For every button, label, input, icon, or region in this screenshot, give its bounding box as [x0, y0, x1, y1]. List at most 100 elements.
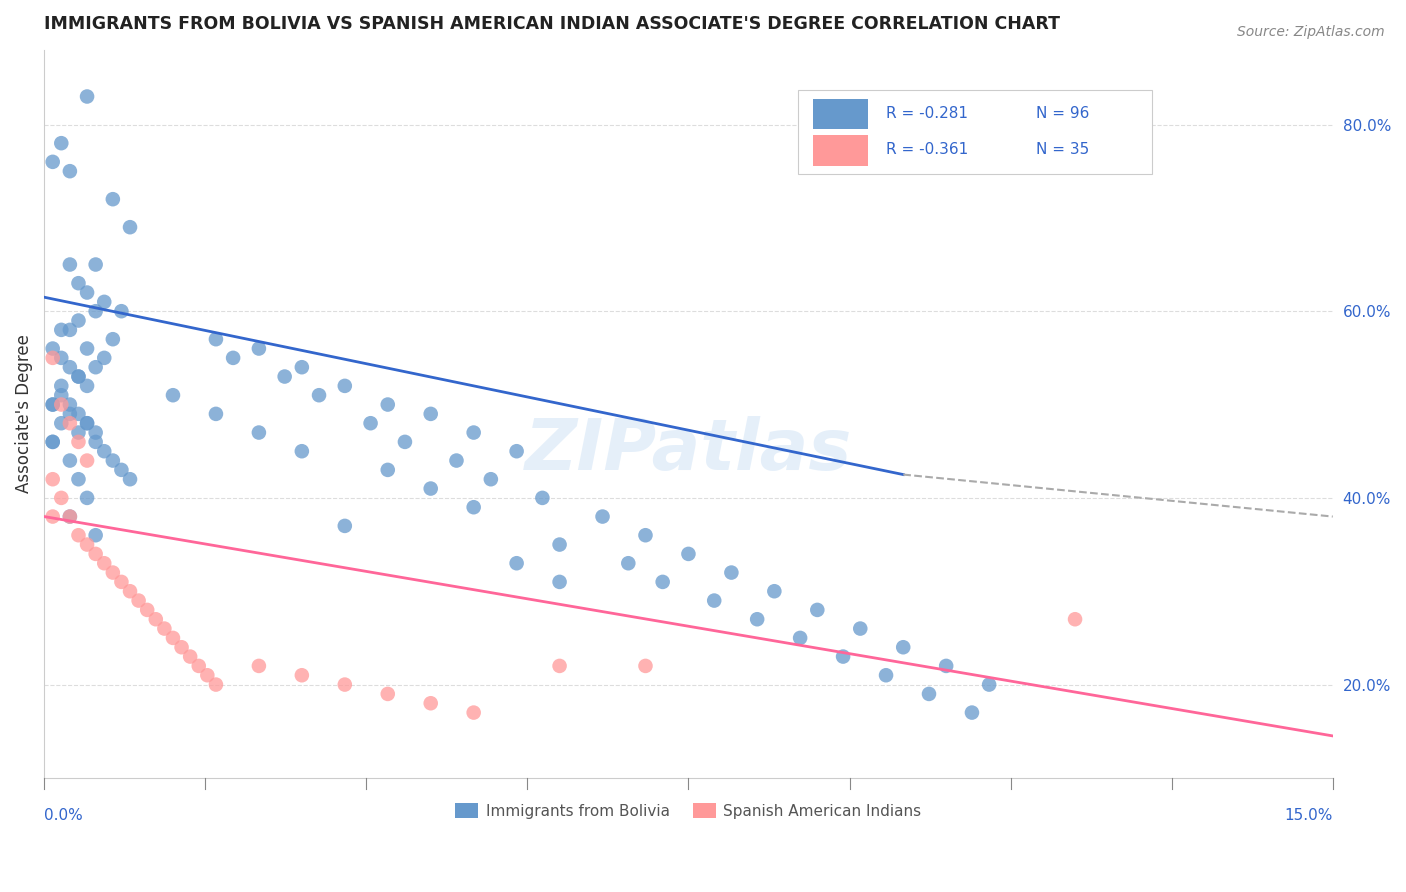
- Point: [195, 668, 218, 682]
- Point: [41, 398, 63, 412]
- Point: [960, 706, 983, 720]
- Point: [935, 659, 957, 673]
- Point: [118, 584, 141, 599]
- Point: [84, 528, 107, 542]
- Point: [51, 388, 73, 402]
- Point: [101, 192, 124, 206]
- Point: [419, 696, 441, 710]
- Point: [291, 444, 314, 458]
- Point: [59, 509, 82, 524]
- Point: [162, 388, 184, 402]
- Point: [101, 566, 124, 580]
- Point: [59, 416, 82, 430]
- Point: [101, 332, 124, 346]
- Text: 0.0%: 0.0%: [44, 808, 83, 823]
- Point: [153, 622, 176, 636]
- Point: [170, 640, 193, 655]
- Point: [118, 472, 141, 486]
- Point: [291, 360, 314, 375]
- Text: ZIPatlas: ZIPatlas: [524, 416, 852, 484]
- Point: [247, 342, 270, 356]
- Point: [333, 379, 356, 393]
- Point: [59, 453, 82, 467]
- Point: [505, 556, 527, 570]
- Point: [93, 556, 115, 570]
- Legend: Immigrants from Bolivia, Spanish American Indians: Immigrants from Bolivia, Spanish America…: [450, 797, 928, 825]
- Point: [273, 369, 295, 384]
- Point: [110, 574, 132, 589]
- Point: [59, 509, 82, 524]
- Point: [179, 649, 201, 664]
- Point: [84, 547, 107, 561]
- Point: [76, 416, 98, 430]
- Point: [93, 294, 115, 309]
- Point: [592, 509, 614, 524]
- Point: [51, 323, 73, 337]
- Point: [162, 631, 184, 645]
- Point: [76, 342, 98, 356]
- Point: [41, 472, 63, 486]
- Point: [548, 659, 571, 673]
- Point: [918, 687, 941, 701]
- Point: [247, 659, 270, 673]
- Point: [703, 593, 725, 607]
- Point: [76, 379, 98, 393]
- Point: [531, 491, 554, 505]
- Point: [789, 631, 811, 645]
- Point: [548, 574, 571, 589]
- Point: [59, 323, 82, 337]
- Point: [41, 154, 63, 169]
- Point: [419, 482, 441, 496]
- Point: [76, 416, 98, 430]
- Text: N = 35: N = 35: [1036, 142, 1090, 157]
- Point: [394, 434, 416, 449]
- Point: [291, 668, 314, 682]
- Point: [110, 463, 132, 477]
- Point: [720, 566, 742, 580]
- Point: [136, 603, 159, 617]
- Point: [747, 612, 769, 626]
- Point: [67, 425, 90, 440]
- Point: [308, 388, 330, 402]
- Point: [51, 136, 73, 151]
- Point: [67, 369, 90, 384]
- FancyBboxPatch shape: [814, 99, 868, 129]
- Text: R = -0.361: R = -0.361: [886, 142, 967, 157]
- Point: [634, 659, 657, 673]
- Point: [377, 398, 399, 412]
- FancyBboxPatch shape: [799, 90, 1153, 174]
- Point: [875, 668, 897, 682]
- Point: [67, 472, 90, 486]
- Point: [849, 622, 872, 636]
- Point: [479, 472, 502, 486]
- Point: [67, 528, 90, 542]
- Point: [67, 276, 90, 290]
- Point: [205, 332, 228, 346]
- Point: [377, 463, 399, 477]
- Point: [446, 453, 468, 467]
- Point: [76, 285, 98, 300]
- Point: [41, 342, 63, 356]
- Y-axis label: Associate's Degree: Associate's Degree: [15, 334, 32, 493]
- Point: [41, 509, 63, 524]
- Point: [832, 649, 855, 664]
- Point: [67, 407, 90, 421]
- Point: [84, 360, 107, 375]
- Point: [463, 500, 485, 515]
- Point: [67, 369, 90, 384]
- Point: [979, 677, 1001, 691]
- Point: [463, 425, 485, 440]
- Point: [806, 603, 828, 617]
- Point: [205, 677, 228, 691]
- Point: [763, 584, 786, 599]
- Point: [891, 640, 914, 655]
- Point: [463, 706, 485, 720]
- FancyBboxPatch shape: [814, 135, 868, 166]
- Point: [51, 351, 73, 365]
- Point: [84, 425, 107, 440]
- Point: [505, 444, 527, 458]
- Point: [59, 407, 82, 421]
- Point: [110, 304, 132, 318]
- Point: [84, 258, 107, 272]
- Point: [41, 434, 63, 449]
